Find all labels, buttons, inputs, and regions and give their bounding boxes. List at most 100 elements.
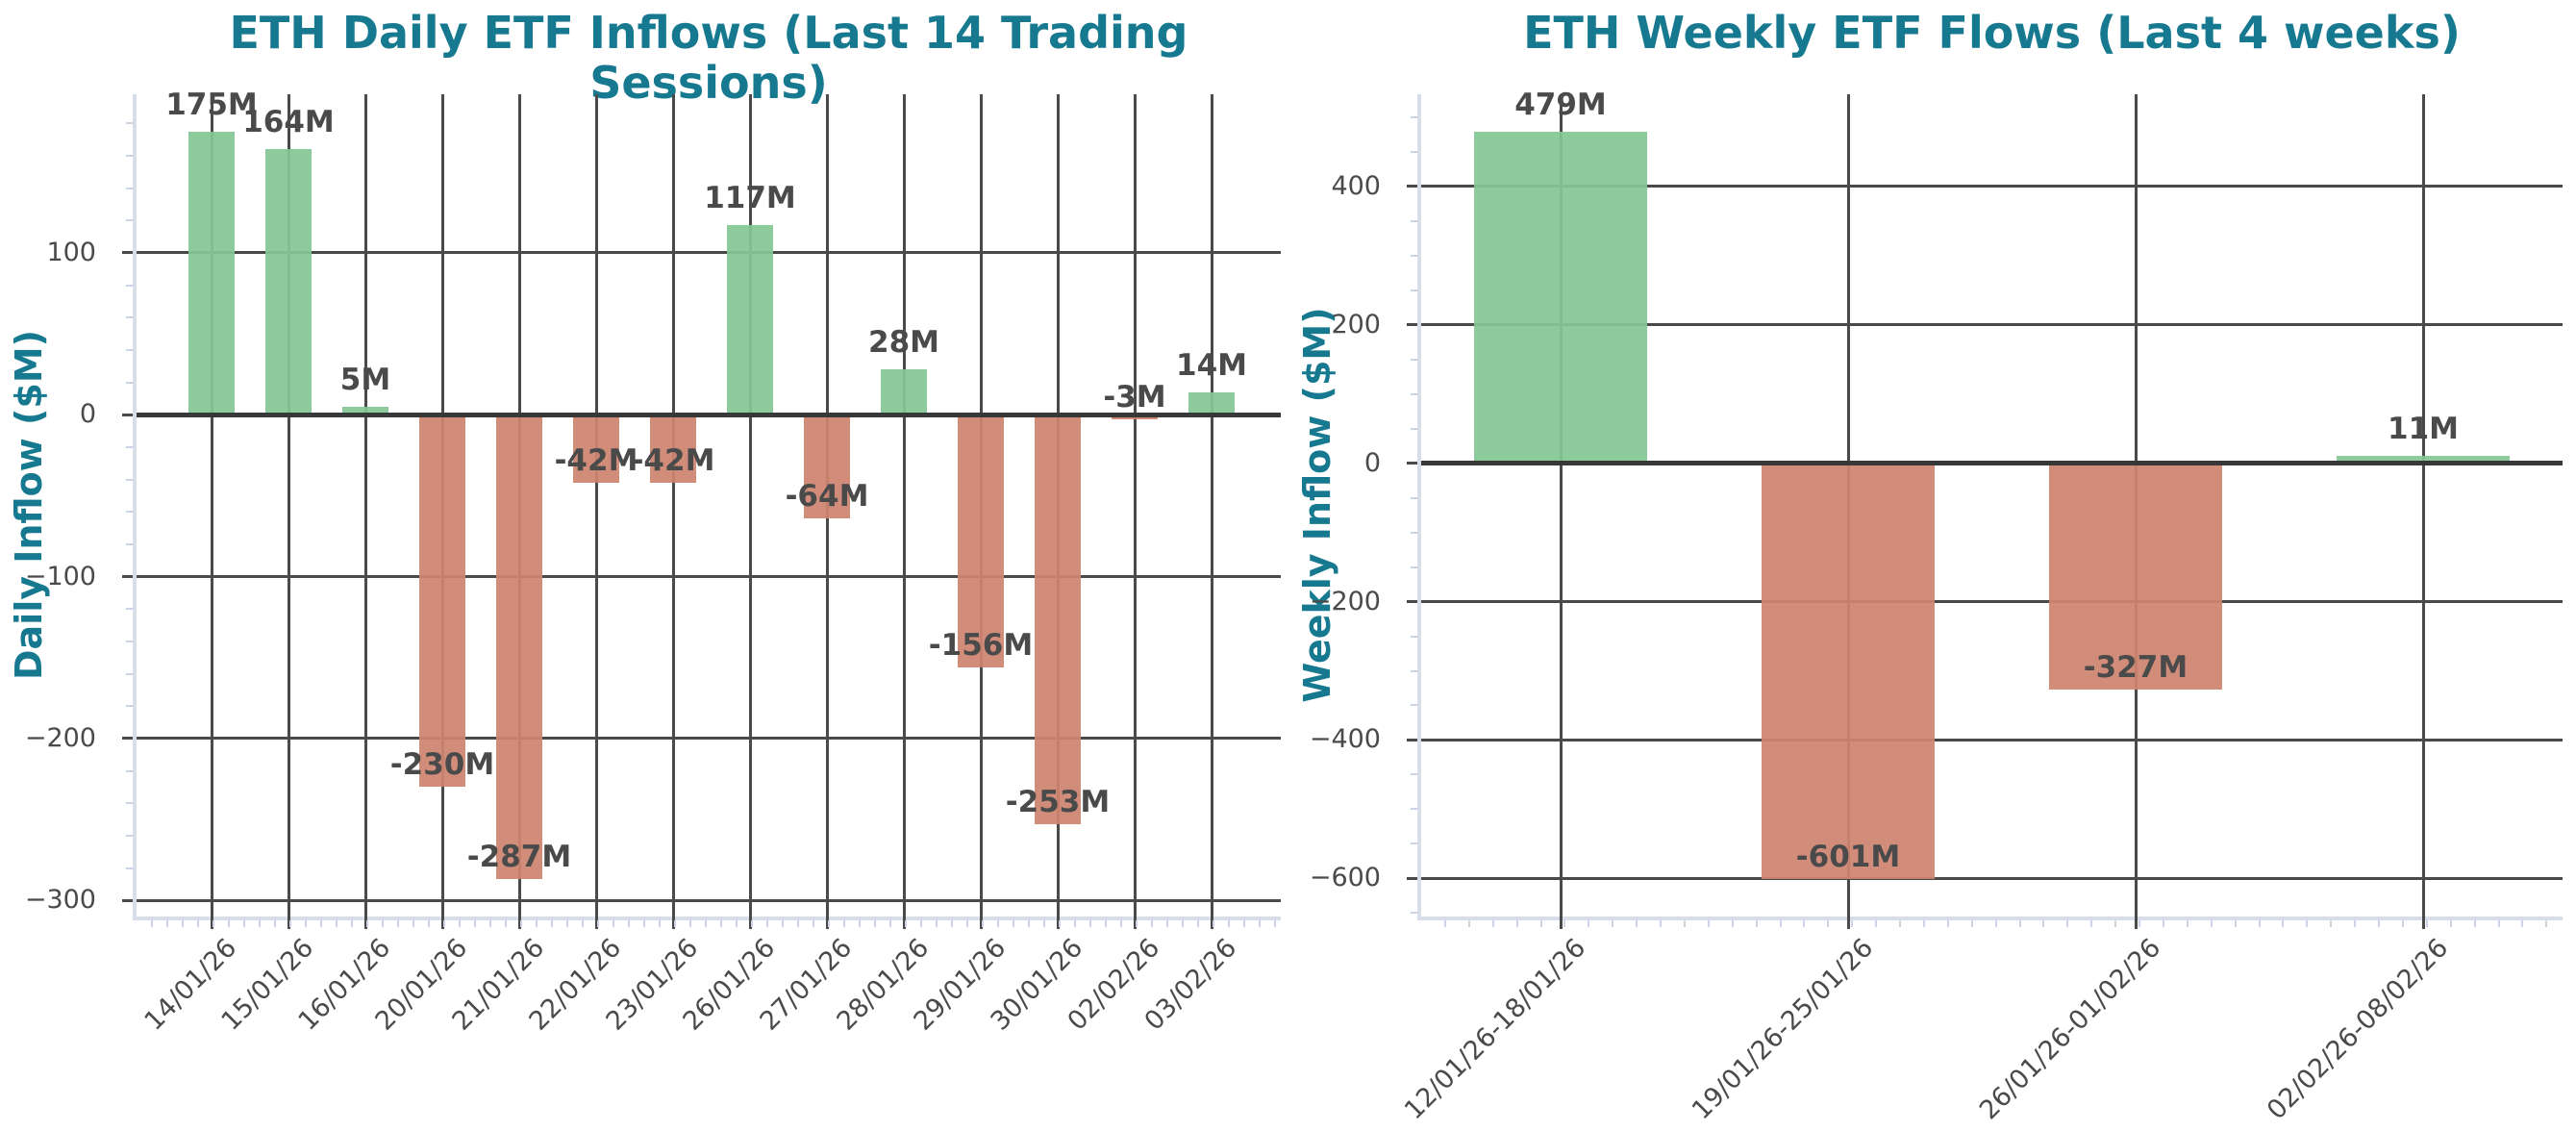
- y-minor-tick: [126, 511, 134, 514]
- x-gridline: [363, 94, 367, 929]
- x-minor-tick: [905, 920, 907, 927]
- x-minor-tick: [1803, 920, 1806, 927]
- x-minor-tick: [1182, 920, 1184, 927]
- y-minor-tick: [126, 608, 134, 611]
- bar-value-label: -64M: [785, 478, 869, 514]
- x-minor-tick: [1946, 920, 1949, 927]
- x-minor-tick: [1151, 920, 1153, 927]
- x-gridline: [1559, 94, 1563, 929]
- x-tick-label: 15/01/26: [215, 933, 319, 1037]
- y-major-tick: [122, 413, 133, 416]
- y-minor-tick: [126, 478, 134, 481]
- x-minor-tick: [982, 920, 984, 927]
- x-minor-tick: [197, 920, 199, 927]
- x-minor-tick: [920, 920, 922, 927]
- y-tick-label: −400: [1309, 724, 1381, 755]
- y-axis-spine: [1417, 94, 1421, 920]
- y-major-tick: [1407, 462, 1417, 465]
- bar-23/01/26: [650, 415, 696, 483]
- x-gridline: [2134, 94, 2138, 929]
- x-tick-label: 12/01/26-18/01/26: [1398, 933, 1591, 1126]
- x-minor-tick: [305, 920, 307, 927]
- x-minor-tick: [1970, 920, 1973, 927]
- x-minor-tick: [228, 920, 230, 927]
- y-major-tick: [122, 898, 133, 902]
- bar-value-label: -253M: [1005, 785, 1111, 820]
- y-major-tick: [1407, 185, 1417, 188]
- y-tick-label: 200: [1331, 309, 1381, 339]
- bar-value-label: -42M: [631, 442, 715, 478]
- x-axis-spine: [1417, 917, 2563, 920]
- bar-12/01/26-18/01/26: [1474, 131, 1647, 464]
- bar-value-label: 117M: [704, 181, 796, 216]
- x-minor-tick: [1683, 920, 1686, 927]
- x-minor-tick: [351, 920, 353, 927]
- y-gridline: [137, 898, 1281, 902]
- y-minor-tick: [126, 867, 134, 869]
- x-minor-tick: [459, 920, 461, 927]
- y-tick-label: −200: [24, 722, 96, 753]
- y-minor-tick: [126, 542, 134, 545]
- bar-21/01/26: [496, 415, 542, 880]
- y-minor-tick: [1411, 358, 1418, 361]
- x-minor-tick: [243, 920, 245, 927]
- y-minor-tick: [1411, 219, 1418, 222]
- y-gridline: [137, 575, 1281, 579]
- bar-value-label: 5M: [339, 362, 391, 397]
- x-tick-label: 16/01/26: [292, 933, 396, 1037]
- bar-value-label: -327M: [2083, 649, 2188, 685]
- x-minor-tick: [1059, 920, 1061, 927]
- y-minor-tick: [126, 445, 134, 448]
- x-minor-tick: [1274, 920, 1276, 927]
- bar-value-label: 479M: [1514, 87, 1607, 122]
- x-minor-tick: [2066, 920, 2069, 927]
- x-minor-tick: [2497, 920, 2500, 927]
- y-major-tick: [122, 575, 133, 579]
- x-minor-tick: [1779, 920, 1782, 927]
- x-minor-tick: [1588, 920, 1590, 927]
- y-major-tick: [1407, 876, 1417, 880]
- x-minor-tick: [1228, 920, 1230, 927]
- y-minor-tick: [126, 219, 134, 222]
- x-minor-tick: [213, 920, 214, 927]
- x-minor-tick: [1197, 920, 1199, 927]
- x-minor-tick: [2378, 920, 2380, 927]
- x-minor-tick: [274, 920, 276, 927]
- x-gridline: [748, 94, 752, 929]
- x-gridline: [440, 94, 444, 929]
- bar-14/01/26: [188, 131, 235, 415]
- x-minor-tick: [489, 920, 491, 927]
- x-minor-tick: [536, 920, 538, 927]
- x-gridline: [1846, 94, 1850, 929]
- y-tick-label: −200: [1309, 586, 1381, 616]
- x-minor-tick: [2449, 920, 2452, 927]
- y-minor-tick: [1411, 496, 1418, 499]
- bar-30/01/26: [1035, 415, 1081, 825]
- x-minor-tick: [1539, 920, 1542, 927]
- bar-value-label: 28M: [868, 325, 939, 361]
- bar-20/01/26: [419, 415, 465, 788]
- zero-line: [137, 412, 1281, 417]
- x-minor-tick: [2306, 920, 2309, 927]
- bar-26/01/26-01/02/26: [2049, 463, 2222, 690]
- x-minor-tick: [336, 920, 338, 927]
- x-minor-tick: [643, 920, 645, 927]
- bar-26/01/26: [727, 225, 773, 415]
- x-minor-tick: [997, 920, 999, 927]
- x-minor-tick: [1515, 920, 1518, 927]
- x-minor-tick: [828, 920, 830, 927]
- y-minor-tick: [1411, 808, 1418, 811]
- x-gridline: [1056, 94, 1060, 929]
- y-gridline: [1421, 738, 2563, 741]
- y-tick-label: 100: [46, 237, 96, 267]
- bar-19/01/26-25/01/26: [1762, 463, 1935, 880]
- x-tick-label: 19/01/26-25/01/26: [1686, 933, 1879, 1126]
- x-minor-tick: [1707, 920, 1710, 927]
- x-minor-tick: [2138, 920, 2140, 927]
- x-minor-tick: [936, 920, 938, 927]
- x-minor-tick: [859, 920, 861, 927]
- x-tick-label: 14/01/26: [138, 933, 242, 1037]
- y-minor-tick: [1411, 289, 1418, 291]
- x-minor-tick: [966, 920, 968, 927]
- x-gridline: [671, 94, 675, 929]
